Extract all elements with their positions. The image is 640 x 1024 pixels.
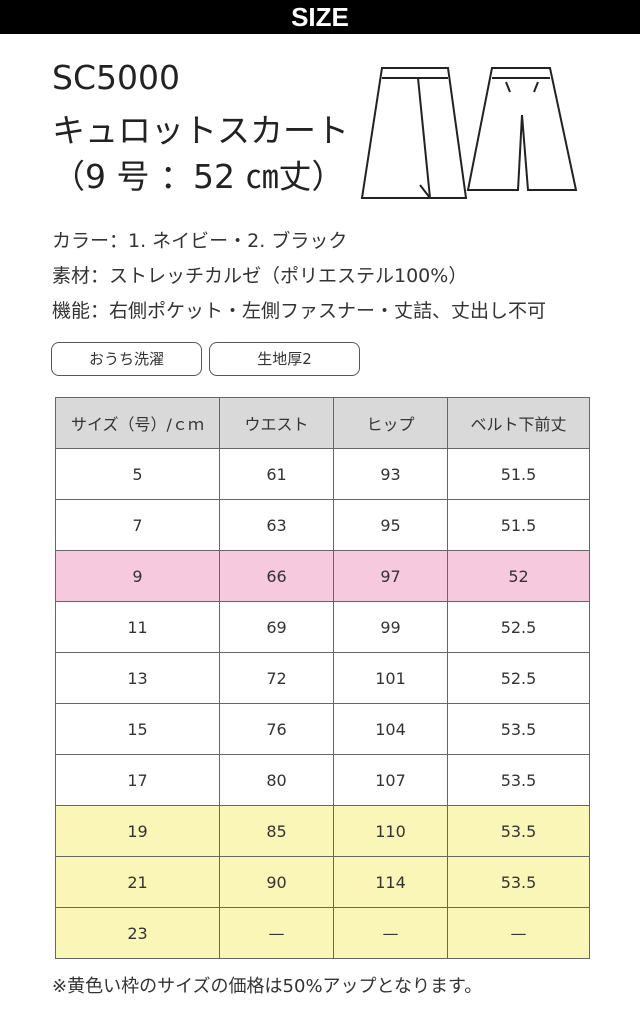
garment-illustration	[360, 67, 578, 199]
table-row: 7 63 95 51.5	[55, 499, 590, 551]
product-code: SC5000	[52, 58, 180, 97]
table-cell: 9	[55, 550, 220, 602]
table-cell: 76	[219, 703, 334, 755]
table-cell: —	[333, 907, 448, 959]
table-cell: 110	[333, 805, 448, 857]
column-header: ウエスト	[219, 397, 334, 449]
table-row: 21 90 114 53.5	[55, 856, 590, 908]
table-cell: 52.5	[447, 601, 590, 653]
table-cell: 101	[333, 652, 448, 704]
table-row: 5 61 93 51.5	[55, 448, 590, 500]
table-cell: 72	[219, 652, 334, 704]
table-cell: 52	[447, 550, 590, 602]
table-cell: 53.5	[447, 754, 590, 806]
table-row: 17 80 107 53.5	[55, 754, 590, 806]
table-cell: 11	[55, 601, 220, 653]
table-cell: 23	[55, 907, 220, 959]
table-cell: 80	[219, 754, 334, 806]
column-header: ヒップ	[333, 397, 448, 449]
table-cell: 15	[55, 703, 220, 755]
table-cell: 51.5	[447, 499, 590, 551]
table-row: 9 66 97 52	[55, 550, 590, 602]
header-row: サイズ（号）/ｃｍ ウエスト ヒップ ベルト下前丈	[55, 397, 590, 449]
detail-line: カラー：1. ネイビー・2. ブラック	[52, 230, 348, 252]
table-cell: 21	[55, 856, 220, 908]
table-cell: 66	[219, 550, 334, 602]
table-cell: 90	[219, 856, 334, 908]
size-table: サイズ（号）/ｃｍ ウエスト ヒップ ベルト下前丈 5 61 93 51.5 7 63 95 51.5…	[55, 397, 590, 959]
detail-line: 機能：右側ポケット・左側ファスナー・丈詰、丈出し不可	[52, 300, 547, 322]
table-cell: 51.5	[447, 448, 590, 500]
table-cell: 69	[219, 601, 334, 653]
table-cell: 52.5	[447, 652, 590, 704]
table-cell: 53.5	[447, 805, 590, 857]
table-cell: 19	[55, 805, 220, 857]
column-header: サイズ（号）/ｃｍ	[55, 397, 220, 449]
table-row: 19 85 110 53.5	[55, 805, 590, 857]
table-cell: 13	[55, 652, 220, 704]
table-cell: 114	[333, 856, 448, 908]
header-title: SIZE	[0, 0, 640, 34]
table-cell: 85	[219, 805, 334, 857]
tag: おうち洗濯	[51, 342, 202, 376]
table-row: 15 76 104 53.5	[55, 703, 590, 755]
table-cell: 17	[55, 754, 220, 806]
table-cell: 104	[333, 703, 448, 755]
table-cell: 95	[333, 499, 448, 551]
table-cell: 61	[219, 448, 334, 500]
table-row: 11 69 99 52.5	[55, 601, 590, 653]
table-row: 23— — —	[55, 907, 590, 959]
table-row: 13 72 101 52.5	[55, 652, 590, 704]
table-cell: 63	[219, 499, 334, 551]
column-header: ベルト下前丈	[447, 397, 590, 449]
tag: 生地厚2	[209, 342, 360, 376]
detail-line: 素材：ストレッチカルゼ（ポリエステル100%）	[52, 265, 468, 287]
table-cell: 99	[333, 601, 448, 653]
table-cell: —	[219, 907, 334, 959]
table-cell: 7	[55, 499, 220, 551]
footnote: ※黄色い枠のサイズの価格は50%アップとなります。	[52, 976, 483, 997]
table-cell: 107	[333, 754, 448, 806]
table-cell: 93	[333, 448, 448, 500]
product-spec: （9 号 ：52 ㎝丈）	[52, 157, 345, 196]
table-cell: 5	[55, 448, 220, 500]
table-cell: 53.5	[447, 856, 590, 908]
table-cell: 53.5	[447, 703, 590, 755]
table-cell: —	[447, 907, 590, 959]
table-cell: 97	[333, 550, 448, 602]
product-name: キュロットスカート	[52, 111, 349, 150]
